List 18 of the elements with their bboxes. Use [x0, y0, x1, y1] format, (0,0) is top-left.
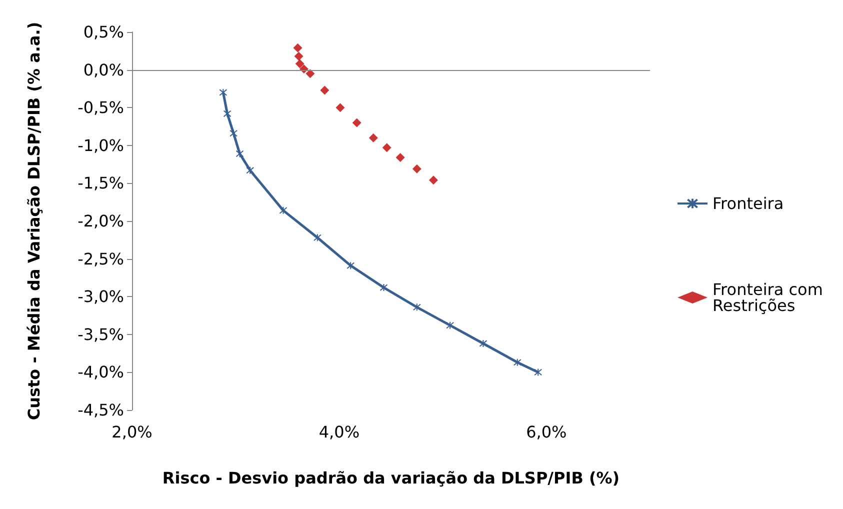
y-tick-label: -2,5% — [78, 249, 124, 268]
legend-label: Fronteira — [712, 194, 784, 213]
y-tick-label: -3,0% — [78, 287, 124, 306]
x-tick-label: 2,0% — [112, 422, 152, 442]
y-tick-label: -1,5% — [78, 174, 124, 193]
y-tick-label: -0,5% — [78, 98, 124, 118]
y-axis-title: Custo - Média da Variação DLSP/PIB (% a.a.) — [24, 22, 44, 420]
x-tick-label: 6,0% — [526, 422, 567, 442]
y-tick-label: -3,5% — [78, 324, 124, 344]
legend-label: Fronteira com Restrições — [712, 280, 828, 315]
y-tick-label: 0,5% — [83, 22, 124, 42]
y-tick-label: -2,0% — [78, 212, 124, 230]
y-tick-label: 0,0% — [83, 60, 124, 80]
y-tick-label: -4,5% — [78, 400, 124, 420]
x-axis-title: Risco - Desvio padrão da variação da DLSP/PIB (%) — [162, 468, 620, 488]
y-tick-label: -4,0% — [78, 362, 124, 382]
x-tick-label: 4,0% — [318, 422, 360, 442]
y-tick-label: -1,0% — [78, 136, 124, 155]
